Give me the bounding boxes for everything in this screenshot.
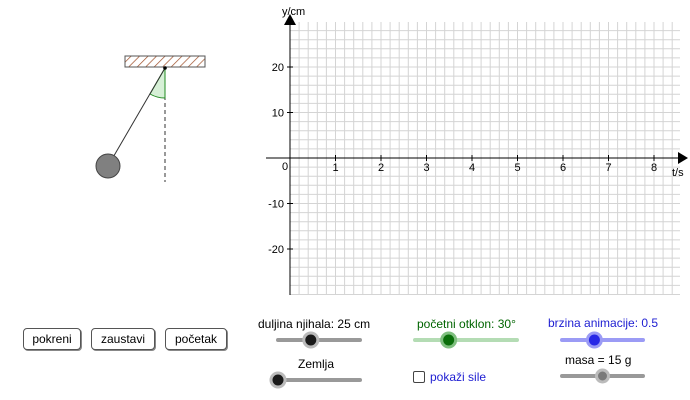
mass-slider-label: masa = 15 g (565, 353, 631, 367)
ceiling-support (124, 55, 206, 68)
length-slider-label: duljina njihala: 25 cm (258, 317, 370, 331)
x-tick-label: 6 (560, 162, 566, 174)
origin-label: 0 (282, 161, 288, 173)
x-tick-label: 7 (605, 162, 611, 174)
mass-slider[interactable] (560, 368, 645, 384)
speed-slider[interactable] (560, 331, 645, 349)
y-tick-labels: 20 10 -10 -20 (268, 62, 284, 256)
y-tick-label: 10 (272, 108, 284, 120)
show-forces-label: pokaži sile (430, 370, 487, 384)
angle-slider[interactable] (413, 331, 519, 349)
y-tick-label: -10 (268, 199, 284, 211)
x-tick-label: 5 (514, 162, 520, 174)
y-tick-label: 20 (272, 62, 284, 74)
planet-slider-label: Zemlja (298, 357, 334, 371)
checkbox-icon[interactable] (413, 371, 425, 383)
x-tick-labels: 1 2 3 4 5 6 7 8 (332, 162, 657, 174)
pivot-point (163, 66, 167, 70)
x-tick-label: 3 (423, 162, 429, 174)
x-axis-label: t/s (672, 167, 684, 179)
x-tick-label: 1 (332, 162, 338, 174)
y-tick-label: -20 (268, 244, 284, 256)
y-axis-arrow (284, 14, 296, 25)
position-time-graph: y/cm t/s 0 1 2 3 4 5 6 7 8 20 10 -10 -20 (266, 6, 688, 295)
length-slider-thumb[interactable] (302, 331, 320, 349)
angle-slider-thumb[interactable] (440, 331, 458, 349)
speed-slider-thumb[interactable] (585, 331, 603, 349)
stop-button[interactable]: zaustavi (91, 328, 155, 350)
planet-slider[interactable] (269, 371, 362, 389)
speed-slider-label: brzina animacije: 0.5 (548, 316, 658, 330)
x-tick-label: 2 (378, 162, 384, 174)
reset-button[interactable]: početak (165, 328, 227, 350)
length-slider[interactable] (276, 331, 362, 349)
pendulum-string (107, 67, 166, 167)
x-tick-label: 8 (651, 162, 657, 174)
planet-slider-thumb[interactable] (269, 371, 287, 389)
pendulum-bob[interactable] (95, 153, 121, 179)
show-forces-checkbox[interactable]: pokaži sile (413, 369, 486, 385)
angle-slider-label: početni otklon: 30° (417, 317, 516, 331)
pendulum-figure (95, 55, 206, 182)
graph-axes (266, 14, 688, 295)
y-axis-label: y/cm (282, 6, 305, 18)
start-button[interactable]: pokreni (23, 328, 81, 350)
mass-slider-thumb[interactable] (595, 368, 610, 384)
x-tick-label: 4 (469, 162, 475, 174)
x-axis-arrow (678, 152, 688, 164)
